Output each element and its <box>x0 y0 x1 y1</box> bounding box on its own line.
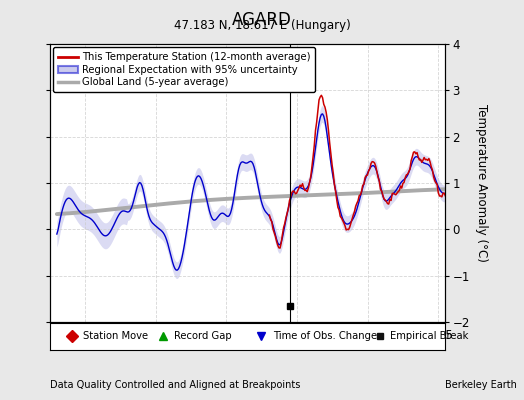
Text: Record Gap: Record Gap <box>174 331 232 341</box>
Text: 47.183 N, 18.617 E (Hungary): 47.183 N, 18.617 E (Hungary) <box>173 19 351 32</box>
Text: Station Move: Station Move <box>83 331 148 341</box>
Text: Data Quality Controlled and Aligned at Breakpoints: Data Quality Controlled and Aligned at B… <box>50 380 300 390</box>
Text: Time of Obs. Change: Time of Obs. Change <box>274 331 377 341</box>
Text: Berkeley Earth: Berkeley Earth <box>445 380 517 390</box>
Y-axis label: Temperature Anomaly (°C): Temperature Anomaly (°C) <box>475 104 488 262</box>
Text: AGARD: AGARD <box>232 11 292 29</box>
Legend: This Temperature Station (12-month average), Regional Expectation with 95% uncer: This Temperature Station (12-month avera… <box>53 47 315 92</box>
Text: Empirical Break: Empirical Break <box>390 331 468 341</box>
